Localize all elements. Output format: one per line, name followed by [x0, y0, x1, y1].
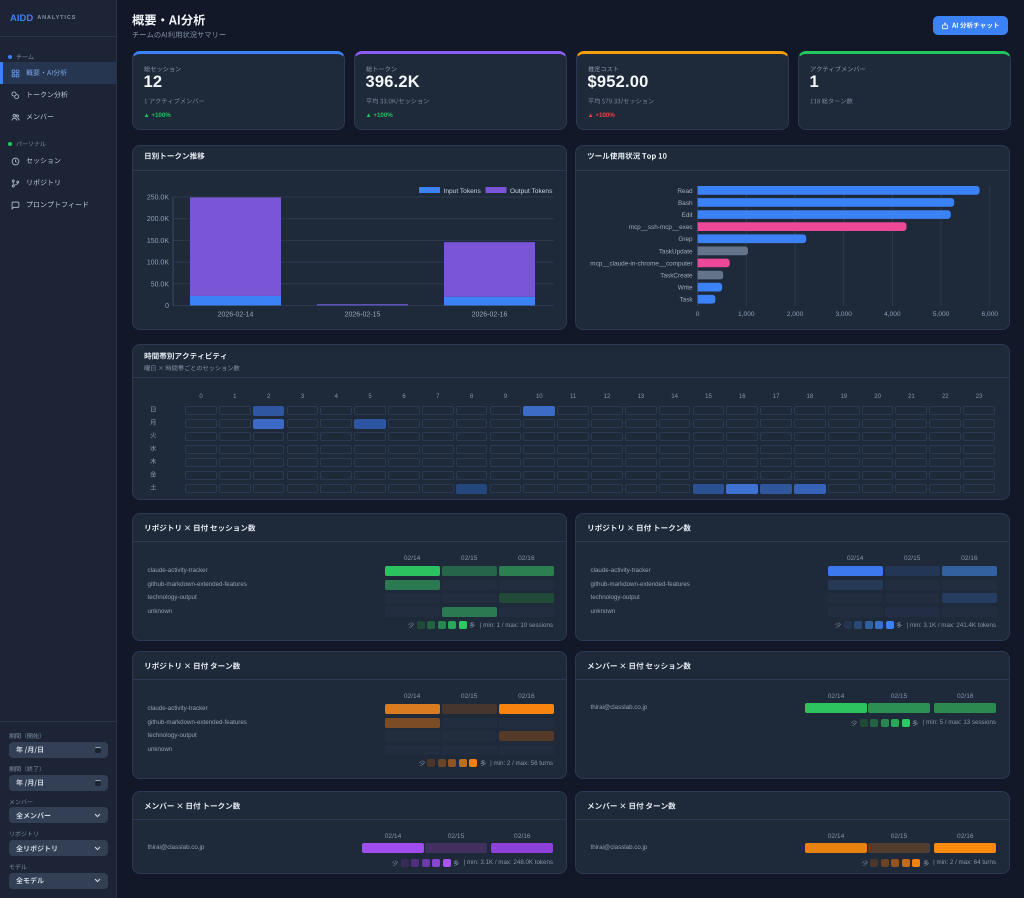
svg-text:150.0K: 150.0K: [147, 238, 170, 245]
svg-text:50.0K: 50.0K: [151, 281, 170, 288]
svg-text:Task: Task: [679, 297, 693, 304]
svg-text:5,000: 5,000: [933, 311, 950, 318]
svg-text:1,000: 1,000: [738, 311, 755, 318]
svg-text:2,000: 2,000: [787, 311, 804, 318]
svg-text:Input Tokens: Input Tokens: [444, 188, 482, 195]
svg-text:6,000: 6,000: [982, 311, 999, 318]
svg-text:Edit: Edit: [682, 212, 693, 219]
svg-text:0: 0: [696, 311, 700, 318]
svg-text:TaskUpdate: TaskUpdate: [659, 248, 693, 255]
svg-text:Write: Write: [678, 285, 693, 292]
svg-text:TaskCreate: TaskCreate: [660, 273, 693, 280]
svg-text:mcp__claude-in-chrome__compute: mcp__claude-in-chrome__computer: [590, 260, 693, 267]
svg-text:Output Tokens: Output Tokens: [510, 188, 553, 195]
svg-text:Read: Read: [677, 188, 693, 195]
svg-text:2026-02-16: 2026-02-16: [472, 312, 508, 319]
svg-text:2026-02-15: 2026-02-15: [345, 312, 381, 319]
svg-text:250.0K: 250.0K: [147, 195, 170, 202]
svg-text:200.0K: 200.0K: [147, 216, 170, 223]
svg-text:2026-02-14: 2026-02-14: [218, 312, 254, 319]
svg-text:Grep: Grep: [678, 236, 693, 243]
svg-text:3,000: 3,000: [835, 311, 852, 318]
svg-text:100.0K: 100.0K: [147, 260, 170, 267]
svg-text:4,000: 4,000: [884, 311, 901, 318]
svg-text:mcp__ssh-mcp__exec: mcp__ssh-mcp__exec: [629, 224, 694, 231]
svg-text:0: 0: [165, 303, 169, 310]
svg-text:Bash: Bash: [678, 200, 693, 207]
